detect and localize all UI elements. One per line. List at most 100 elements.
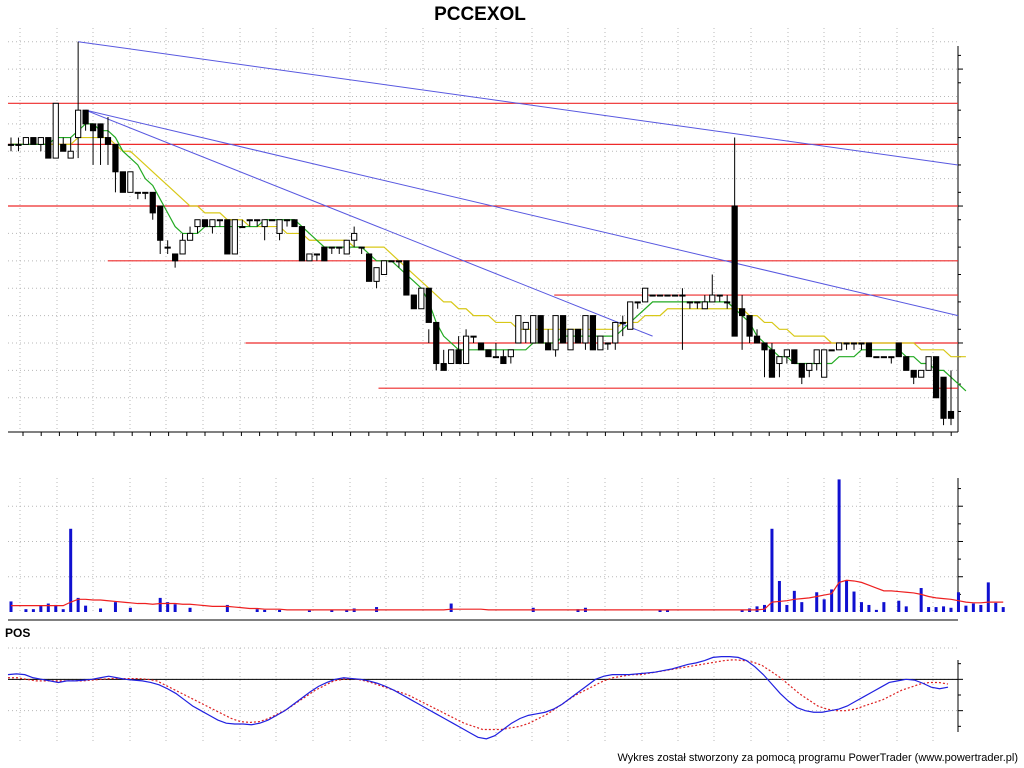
price-candle-body (783, 349, 790, 358)
price-candle-body (925, 356, 932, 371)
price-candle (67, 137, 74, 159)
price-sma-long-line (11, 136, 966, 358)
price-candle (679, 288, 686, 350)
price-candle (574, 328, 582, 344)
price-candle (440, 349, 447, 371)
price-candle-body (515, 315, 522, 344)
price-candle-body (559, 315, 567, 344)
volume-bar (830, 589, 834, 612)
price-candle-body (37, 137, 44, 145)
price-candle-body (104, 137, 112, 145)
volume-bar (113, 602, 117, 612)
price-candle (254, 219, 261, 227)
price-candle-body (373, 267, 380, 282)
price-candle (224, 219, 231, 255)
price-candle (806, 363, 813, 378)
volume-bar (449, 603, 453, 612)
volume-bar (934, 607, 938, 612)
price-candle-body (753, 335, 761, 344)
price-candle-body (89, 123, 97, 132)
price-candle-body (656, 294, 664, 297)
price-candle-body (694, 301, 701, 304)
volume-bar (666, 609, 670, 612)
volume-bar (658, 609, 662, 612)
price-candle (776, 356, 783, 378)
price-candle-body (642, 287, 649, 303)
price-candle (530, 315, 537, 344)
price-candle (82, 109, 89, 131)
volume-bar (345, 609, 349, 612)
price-candle-body (328, 246, 335, 249)
price-candle-body (500, 356, 507, 365)
pos-signal-line (8, 659, 949, 731)
price-candle-body (395, 260, 403, 263)
volume-bar (740, 609, 744, 612)
price-candle (403, 260, 410, 296)
price-candle (537, 315, 544, 344)
price-candle (37, 137, 44, 152)
price-candle-body (231, 219, 238, 255)
price-candle-body (537, 315, 544, 344)
price-candle (418, 287, 425, 310)
price-candle (895, 342, 902, 358)
price-candle (880, 356, 887, 359)
price-candle (627, 301, 634, 330)
price-candle (388, 260, 395, 263)
price-trendline-1 (85, 109, 959, 317)
price-candle (798, 363, 805, 385)
price-candle-body (142, 191, 149, 194)
volume-bar (330, 609, 334, 612)
price-candle-body (157, 205, 164, 241)
price-candle-body (291, 219, 298, 228)
price-candle (201, 219, 209, 228)
price-candle-body (306, 253, 313, 262)
price-candle (410, 294, 417, 310)
volume-bar (54, 604, 58, 612)
price-candle-body (164, 246, 171, 249)
price-candle-body (612, 321, 619, 344)
price-candle-body (455, 349, 462, 365)
price-candle-body (918, 369, 925, 378)
price-candle (597, 335, 604, 351)
price-candle-body (880, 356, 887, 359)
price-candle-body (940, 376, 947, 419)
price-candle (276, 219, 283, 241)
price-candle (582, 315, 589, 350)
price-candle-body (709, 294, 716, 303)
price-candle (716, 294, 723, 302)
volume-bar (166, 602, 170, 612)
price-candle-body (619, 321, 626, 324)
price-candle (828, 349, 835, 352)
price-candle (746, 315, 753, 343)
volume-bar (971, 603, 975, 612)
price-candle (567, 328, 574, 351)
price-candle (612, 321, 619, 350)
price-candle-body (336, 246, 343, 249)
volume-bar (859, 602, 863, 612)
price-candle-body (850, 342, 858, 345)
volume-bar (852, 591, 856, 612)
price-candle (104, 117, 112, 165)
price-candle (649, 294, 656, 297)
price-candle (739, 295, 746, 350)
price-candle-body (112, 143, 119, 173)
volume-bar (99, 608, 103, 612)
price-candle-body (186, 232, 194, 241)
volume-bar (173, 604, 177, 612)
price-candle-body (358, 246, 365, 249)
price-candle-body (246, 219, 253, 222)
price-candle-body (60, 143, 67, 152)
price-candle-body (798, 363, 805, 378)
price-candle (52, 102, 59, 159)
price-candle-body (269, 219, 276, 222)
price-candle (791, 349, 798, 365)
price-candle (947, 370, 955, 426)
price-candle (291, 219, 298, 228)
volume-bar (845, 580, 849, 612)
price-candle-body (865, 342, 873, 358)
volume-bar (994, 602, 998, 612)
price-candle-body (7, 143, 15, 146)
price-candle-body (821, 349, 828, 378)
price-candle-body (888, 356, 895, 359)
price-candle-body (776, 356, 783, 365)
